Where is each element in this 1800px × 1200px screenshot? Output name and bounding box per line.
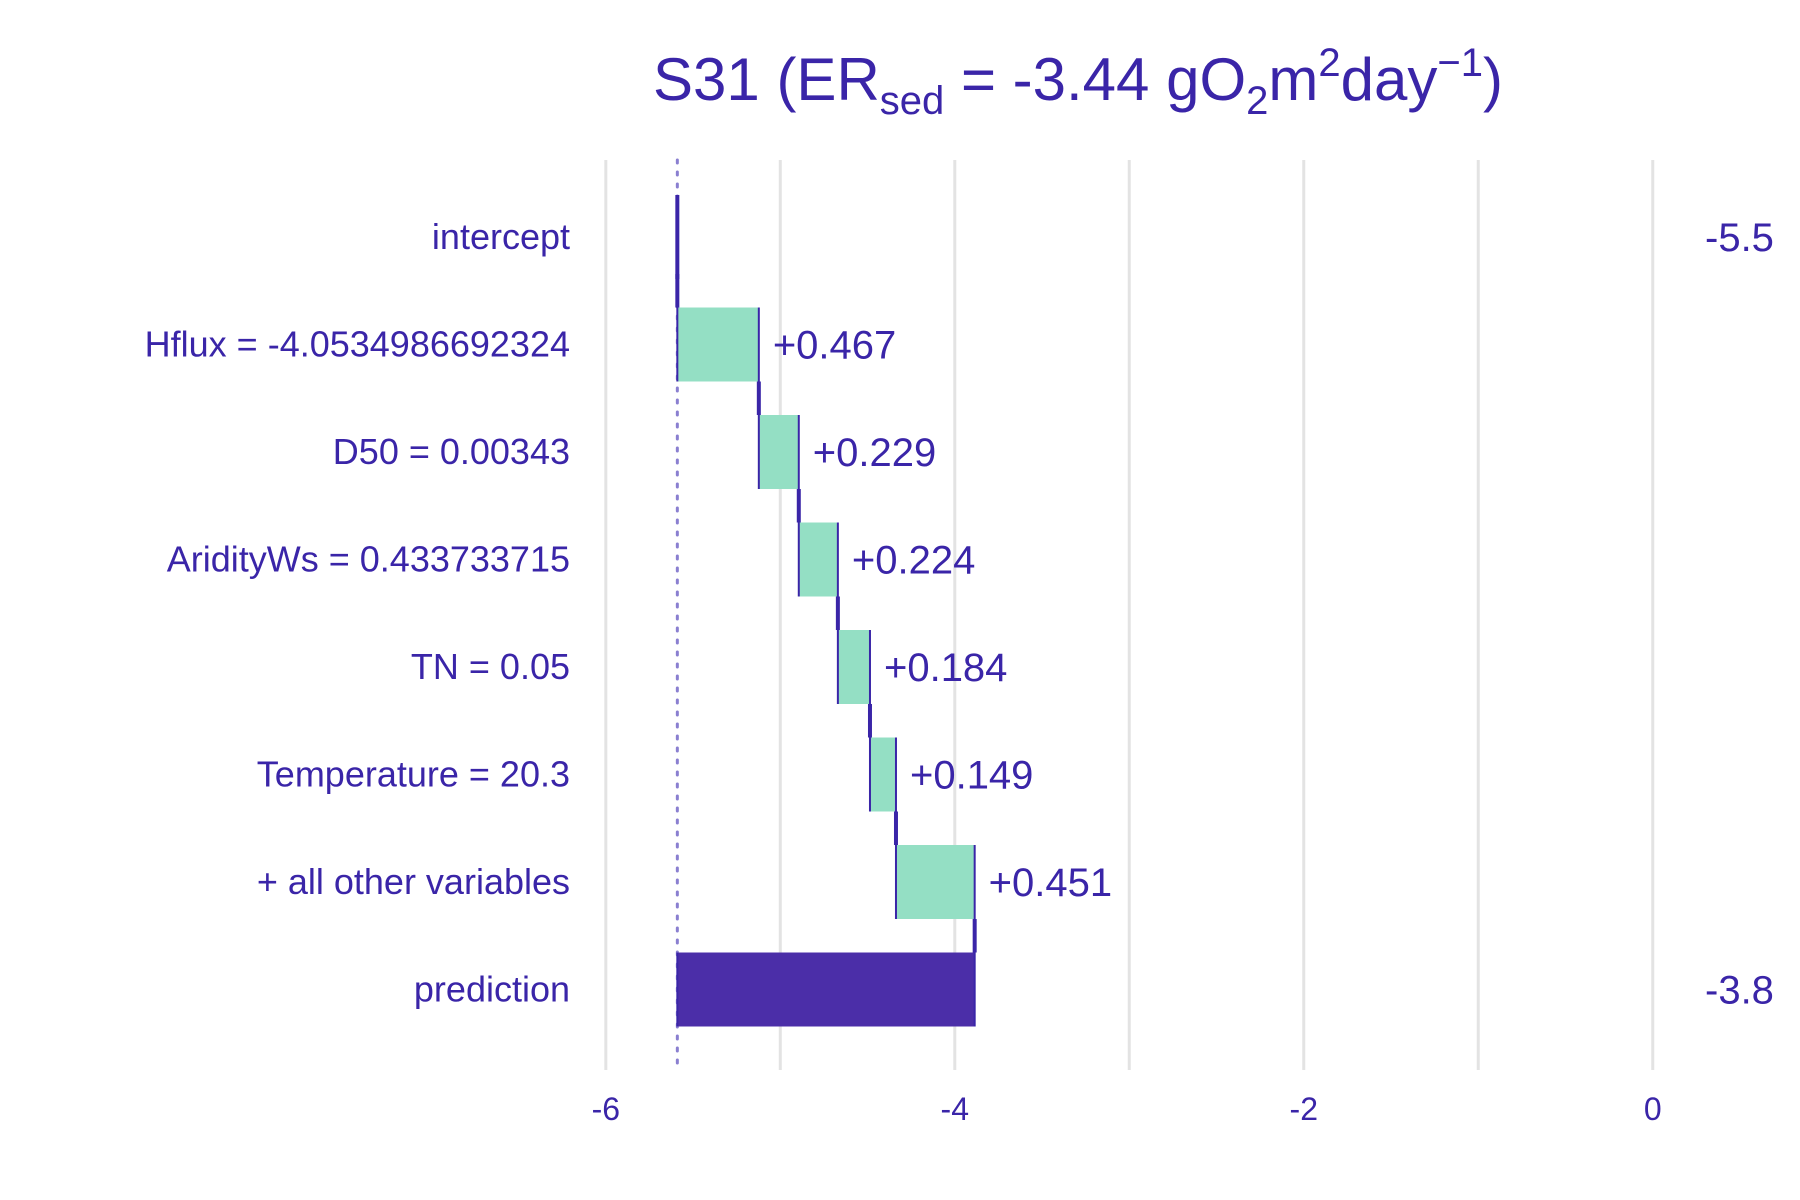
y-label: Hflux = -4.0534986692324: [145, 324, 570, 365]
x-tick-label: 0: [1644, 1091, 1662, 1127]
contribution-label: +0.229: [813, 431, 936, 475]
contribution-bar: [677, 307, 759, 382]
x-tick-label: -2: [1290, 1091, 1318, 1127]
contribution-bar: [798, 522, 838, 597]
x-tick-label: -6: [592, 1091, 620, 1127]
value-label: -3.8: [1705, 969, 1774, 1013]
contribution-bar: [758, 415, 799, 489]
chart-title: S31 (ERsed = -3.44 gO2m2day−1): [653, 41, 1503, 123]
contribution-bar: [869, 737, 896, 812]
contribution-bar: [895, 845, 975, 919]
contribution-label: +0.451: [989, 861, 1112, 905]
waterfall-rows: intercept -5.5 Hflux = -4.0534986692324 +0.…: [145, 195, 1774, 1027]
y-label: AridityWs = 0.433733715: [167, 539, 570, 580]
contribution-label: +0.184: [884, 646, 1007, 690]
value-label: -5.5: [1705, 216, 1774, 260]
y-label: + all other variables: [257, 861, 570, 902]
y-label: intercept: [432, 216, 570, 257]
x-axis: -6 -4 -2 0: [592, 1091, 1662, 1127]
grid-lines: [604, 160, 1655, 1070]
contribution-label: +0.149: [910, 754, 1033, 798]
contribution-label: +0.224: [852, 539, 975, 583]
contribution-label: +0.467: [773, 324, 896, 368]
prediction-bar: [677, 952, 975, 1027]
x-tick-label: -4: [941, 1091, 969, 1127]
y-label: Temperature = 20.3: [257, 754, 570, 795]
y-label: D50 = 0.00343: [333, 431, 570, 472]
y-label: prediction: [414, 969, 570, 1010]
contribution-bar: [837, 630, 870, 704]
y-label: TN = 0.05: [411, 646, 570, 687]
